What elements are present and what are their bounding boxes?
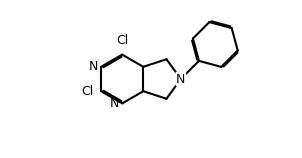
Text: N: N: [176, 73, 185, 85]
Text: Cl: Cl: [116, 34, 128, 47]
Text: Cl: Cl: [81, 85, 93, 98]
Text: N: N: [88, 60, 98, 73]
Text: N: N: [109, 97, 119, 110]
